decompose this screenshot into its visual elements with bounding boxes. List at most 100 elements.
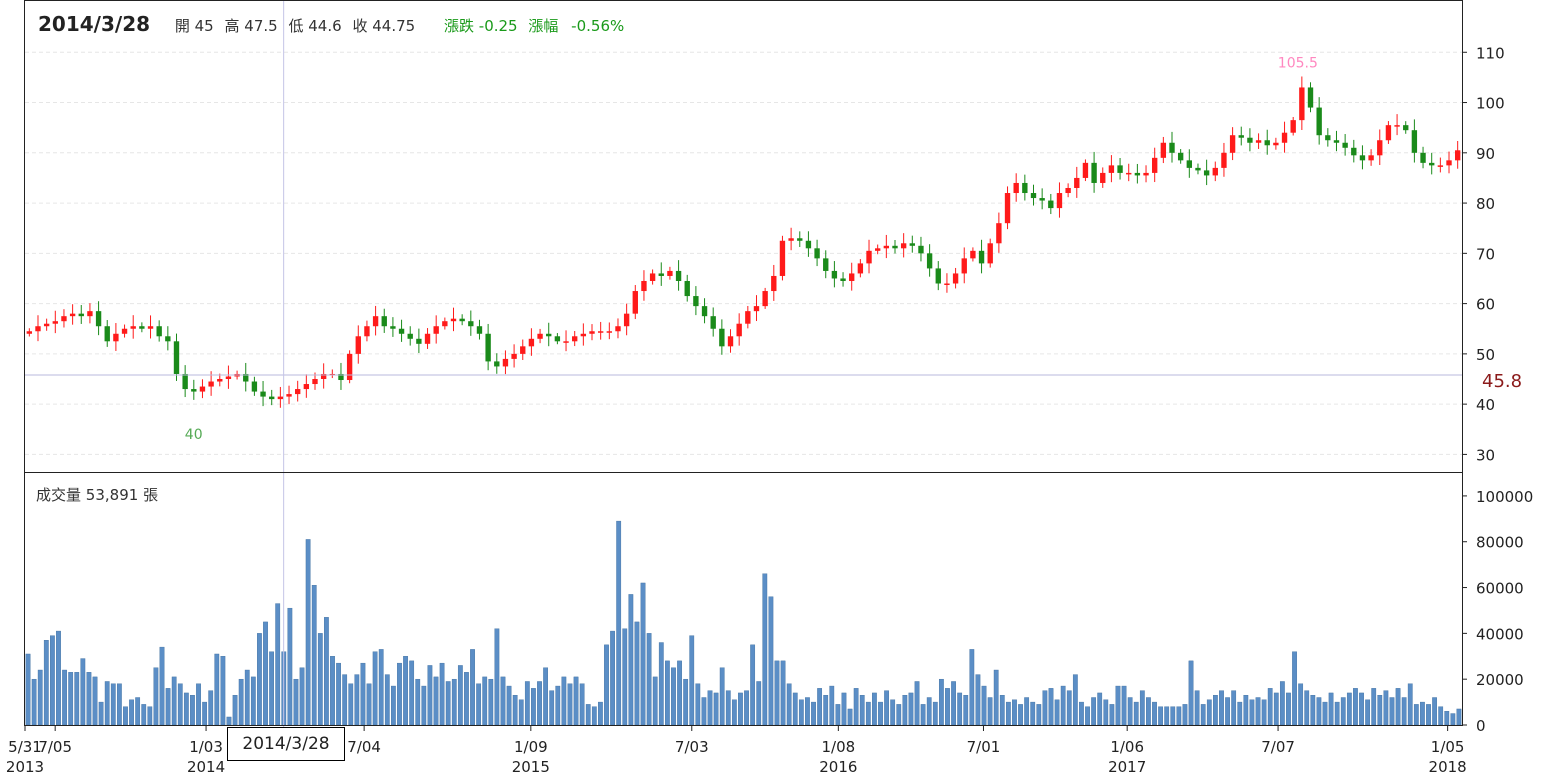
candle-body <box>918 245 924 254</box>
volume-bar <box>104 681 110 726</box>
volume-bar <box>342 674 348 726</box>
volume-bar <box>987 697 993 726</box>
min-price-label: 40 <box>185 427 203 443</box>
volume-bar <box>1048 688 1054 726</box>
candle-body <box>1022 182 1028 194</box>
volume-bar <box>859 695 865 726</box>
volume-bar <box>798 699 804 726</box>
volume-bar <box>141 704 147 726</box>
volume-bar <box>202 701 208 726</box>
volume-bar <box>208 690 214 726</box>
volume-bar <box>464 672 469 726</box>
candle-body <box>217 379 223 382</box>
volume-bar <box>220 656 226 726</box>
candle-body <box>701 306 708 317</box>
x-tick-year: 2016 <box>819 758 857 776</box>
candle-body <box>502 358 509 367</box>
volume-bar <box>658 642 664 726</box>
volume-bar <box>993 669 999 726</box>
volume-bar <box>263 621 268 726</box>
candle-body <box>1030 193 1037 199</box>
volume-bar <box>43 640 49 726</box>
candle-body <box>1437 165 1444 167</box>
x-tick-label: 1/08 <box>821 738 855 756</box>
volume-bar <box>366 683 372 726</box>
volume-bar <box>348 683 354 726</box>
volume-bar <box>421 685 427 726</box>
candle-body <box>1238 135 1244 138</box>
candle-body <box>1255 140 1262 143</box>
volume-bar <box>1182 704 1188 726</box>
volume-bar <box>1255 697 1261 726</box>
volume-bar <box>1115 685 1121 726</box>
candle-body <box>468 321 474 327</box>
candle-body <box>511 353 517 359</box>
candle-body <box>1316 107 1322 136</box>
volume-bar <box>31 678 37 726</box>
volume-bar <box>68 672 74 726</box>
volume-bar <box>153 667 159 726</box>
volume-bar <box>159 646 165 726</box>
candle-body <box>1247 137 1253 143</box>
candle-body <box>667 270 673 276</box>
candle-body <box>1454 150 1461 161</box>
candle-body <box>554 336 561 342</box>
volume-bar <box>1012 699 1017 726</box>
candle-body <box>372 316 379 327</box>
volume-bar <box>750 644 756 726</box>
candle-body <box>494 361 500 367</box>
candle-body <box>260 391 266 397</box>
change-value: -0.25 <box>478 17 518 35</box>
volume-bar <box>1371 688 1377 726</box>
volume-bar <box>1346 692 1352 726</box>
candle-body <box>736 323 742 337</box>
candle-body <box>563 341 569 343</box>
volume-bar <box>403 656 408 726</box>
volume-bar <box>1079 701 1084 726</box>
volume-bar <box>451 678 457 726</box>
volume-bar <box>738 692 743 726</box>
volume-bar <box>1401 697 1407 726</box>
volume-bar <box>1085 706 1090 726</box>
pct-value: -0.56% <box>571 17 625 35</box>
volume-bar <box>1042 690 1048 726</box>
volume-bar <box>226 716 232 726</box>
x-tick-label: 1/03 <box>189 738 223 756</box>
candle-body <box>823 258 829 271</box>
candle-body <box>295 389 301 395</box>
volume-bar <box>671 667 676 726</box>
volume-bar <box>841 692 847 726</box>
price-panel-frame <box>24 0 1463 473</box>
volume-bar <box>835 704 841 726</box>
candle-body <box>1039 198 1045 201</box>
candle-body <box>900 243 907 249</box>
volume-bar <box>123 706 128 726</box>
volume-bar <box>214 653 220 726</box>
candle-body <box>788 238 794 241</box>
price-tick-label: 50 <box>1476 346 1495 364</box>
volume-bar <box>171 676 177 726</box>
volume-bar <box>1054 699 1060 726</box>
candle-body <box>320 373 327 380</box>
volume-bar <box>945 688 950 726</box>
candle-body <box>597 331 604 333</box>
candle-body <box>69 313 76 317</box>
candle-body <box>43 323 50 327</box>
volume-bar <box>494 628 500 726</box>
candle-body <box>450 318 457 322</box>
candle-body <box>1281 132 1288 143</box>
candle-body <box>1377 140 1383 156</box>
volume-bar <box>1194 690 1200 726</box>
volume-bar <box>951 681 956 726</box>
volume-bar <box>1005 701 1011 726</box>
candle-body <box>442 321 448 327</box>
volume-bar <box>689 635 695 726</box>
price-tick-label: 80 <box>1476 195 1495 213</box>
candle-body <box>407 333 413 339</box>
volume-bar <box>585 704 591 726</box>
volume-bar <box>324 617 329 726</box>
candle-body <box>139 326 145 329</box>
candle-body <box>225 376 232 380</box>
volume-bar <box>1139 690 1145 726</box>
volume-bar <box>92 676 98 726</box>
